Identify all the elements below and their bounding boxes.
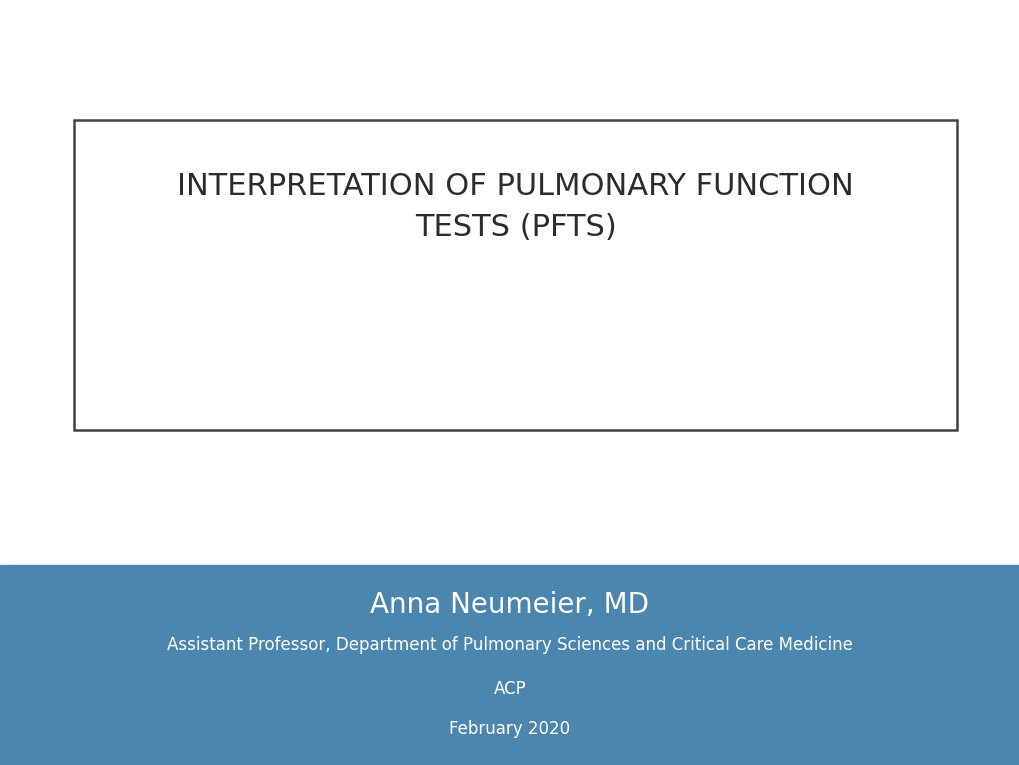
Text: February 2020: February 2020 — [449, 720, 570, 738]
Text: Assistant Professor, Department of Pulmonary Sciences and Critical Care Medicine: Assistant Professor, Department of Pulmo… — [167, 636, 852, 654]
Text: ACP: ACP — [493, 680, 526, 698]
Text: INTERPRETATION OF PULMONARY FUNCTION
TESTS (PFTS): INTERPRETATION OF PULMONARY FUNCTION TES… — [177, 172, 853, 242]
Bar — [0, 565, 1019, 765]
Text: Anna Neumeier, MD: Anna Neumeier, MD — [370, 591, 649, 619]
FancyBboxPatch shape — [74, 120, 956, 430]
